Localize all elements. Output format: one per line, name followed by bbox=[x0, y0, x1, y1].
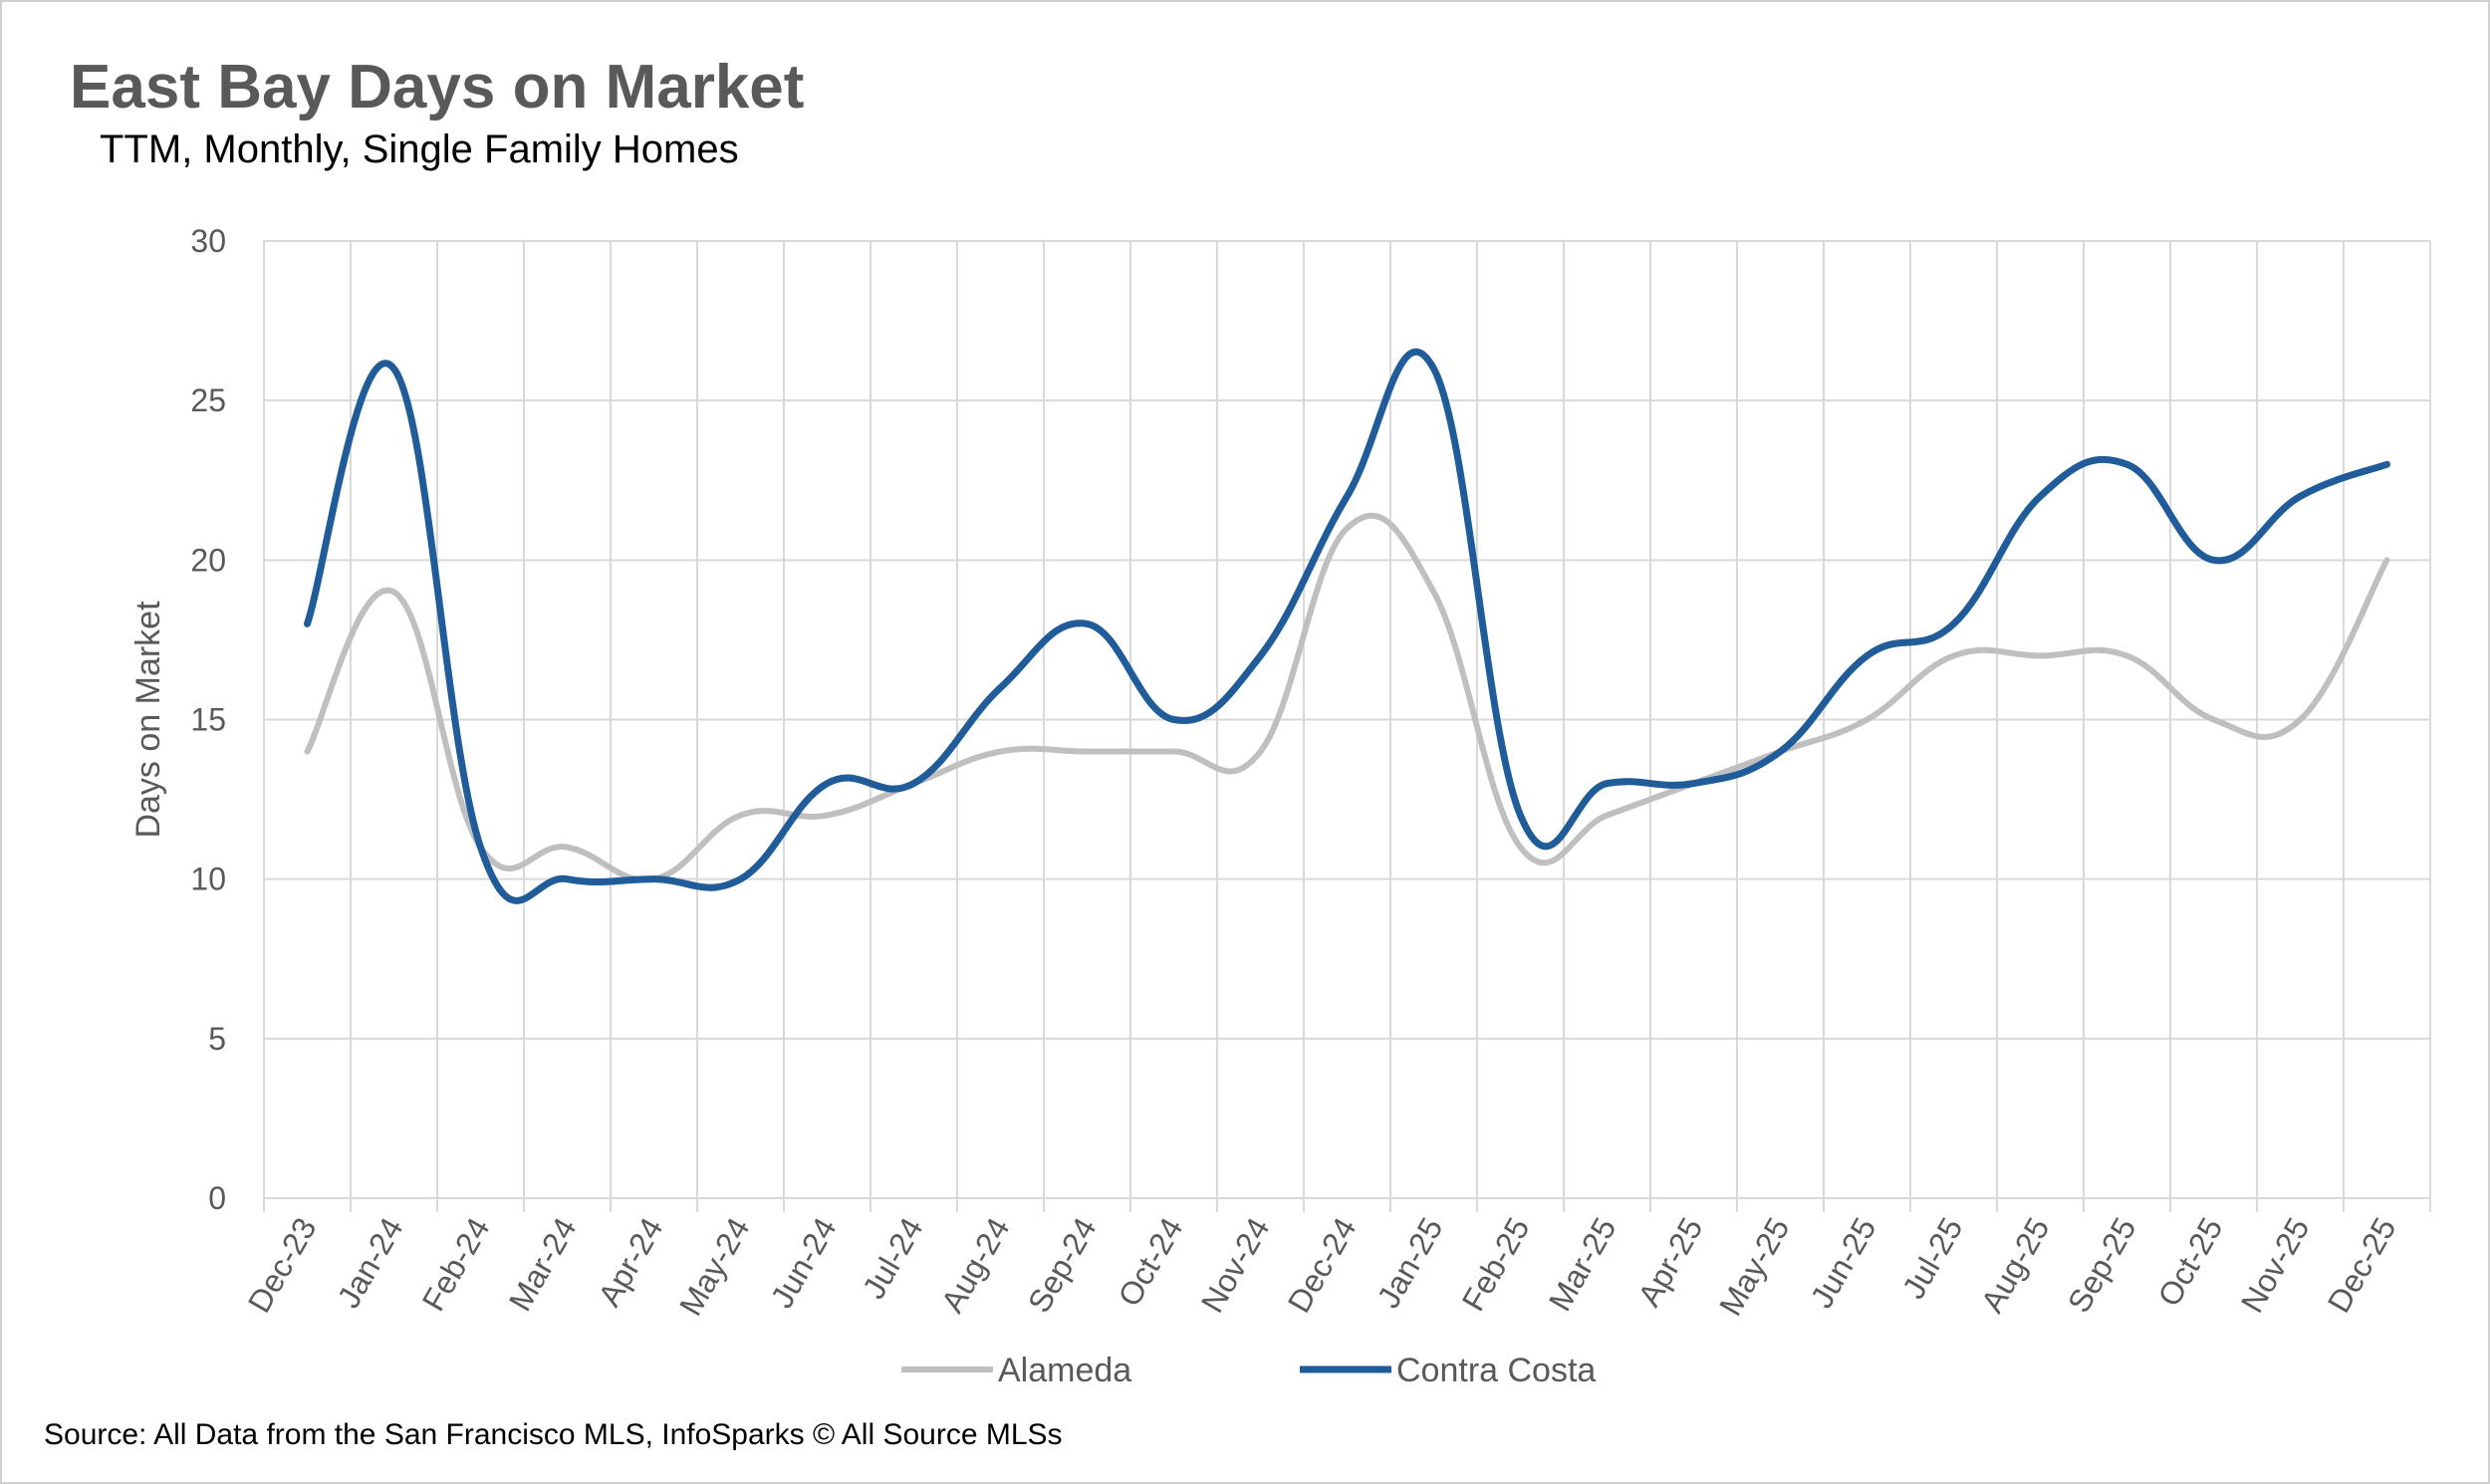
source-note: Source: All Data from the San Francisco … bbox=[44, 1418, 1063, 1451]
x-tick-label: Feb-24 bbox=[415, 1212, 497, 1318]
x-tick-label: Mar-25 bbox=[1542, 1212, 1623, 1318]
x-tick-label: Jun-25 bbox=[1803, 1212, 1882, 1315]
x-tick-label: May-24 bbox=[672, 1212, 757, 1322]
x-tick-label: Mar-24 bbox=[502, 1212, 584, 1318]
series-line-contra-costa bbox=[304, 348, 2390, 904]
x-tick-label: Jan-25 bbox=[1370, 1212, 1449, 1315]
x-tick-label: Jul-24 bbox=[856, 1212, 930, 1305]
x-tick-label: Dec-23 bbox=[241, 1212, 324, 1319]
x-tick-label: Aug-24 bbox=[934, 1212, 1017, 1319]
x-tick-label: Apr-24 bbox=[591, 1212, 669, 1313]
y-axis-title: Days on Market bbox=[129, 601, 167, 839]
y-tick-label: 15 bbox=[190, 702, 226, 738]
y-tick-label: 10 bbox=[190, 862, 226, 897]
x-tick-label: Nov-24 bbox=[1194, 1212, 1277, 1319]
y-tick-label: 25 bbox=[190, 382, 226, 418]
series-line-alameda bbox=[304, 512, 2390, 883]
x-tick-label: Apr-25 bbox=[1630, 1212, 1709, 1313]
x-tick-label: Dec-25 bbox=[2321, 1212, 2403, 1319]
x-tick-label: May-25 bbox=[1712, 1212, 1797, 1322]
series-lines bbox=[304, 348, 2390, 904]
y-tick-label: 0 bbox=[208, 1180, 226, 1216]
legend-label-contra-costa: Contra Costa bbox=[1396, 1352, 1596, 1389]
y-tick-label: 5 bbox=[208, 1021, 226, 1057]
x-tick-label: Oct-24 bbox=[1111, 1212, 1189, 1313]
chart-subtitle: TTM, Monthly, Single Family Homes bbox=[100, 127, 739, 171]
gridlines bbox=[263, 240, 2431, 1212]
x-tick-label: Jan-24 bbox=[330, 1212, 409, 1315]
x-tick-label: Dec-24 bbox=[1281, 1212, 1364, 1319]
y-tick-label: 30 bbox=[190, 223, 226, 259]
legend: Alameda Contra Costa bbox=[901, 1352, 1596, 1389]
chart-title: East Bay Days on Market bbox=[70, 53, 805, 122]
legend-item-contra-costa: Contra Costa bbox=[1300, 1352, 1596, 1389]
x-tick-label: Nov-25 bbox=[2234, 1212, 2317, 1319]
x-tick-label: Oct-25 bbox=[2150, 1212, 2229, 1313]
x-tick-label: Aug-25 bbox=[1974, 1212, 2057, 1319]
legend-item-alameda: Alameda bbox=[901, 1352, 1131, 1389]
x-tick-label: Jul-25 bbox=[1895, 1212, 1970, 1305]
y-axis-ticks: 0 5 10 15 20 25 30 bbox=[190, 223, 226, 1216]
x-tick-label: Feb-25 bbox=[1455, 1212, 1537, 1318]
y-tick-label: 20 bbox=[190, 542, 226, 578]
x-tick-label: Sep-24 bbox=[1021, 1212, 1104, 1319]
legend-label-alameda: Alameda bbox=[998, 1352, 1131, 1389]
x-axis-ticks: Dec-23 Jan-24 Feb-24 Mar-24 Apr-24 May-24 Jun-… bbox=[241, 1212, 2403, 1322]
x-tick-label: Jun-24 bbox=[763, 1212, 843, 1315]
x-tick-label: Sep-25 bbox=[2061, 1212, 2143, 1319]
